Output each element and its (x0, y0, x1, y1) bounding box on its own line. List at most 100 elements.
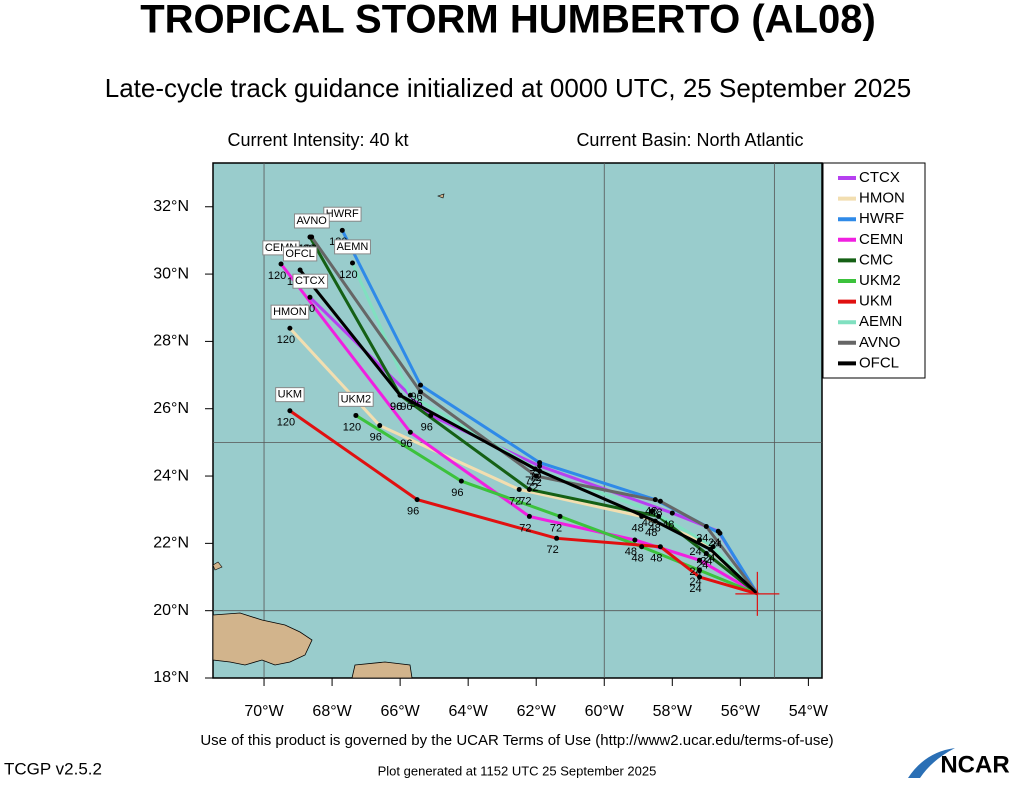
hour-label: 48 (650, 553, 662, 565)
track-point (428, 412, 434, 418)
title: TROPICAL STORM HUMBERTO (AL08) (140, 0, 876, 42)
model-label-box (282, 246, 318, 262)
x-tick-label: 58°W (653, 703, 693, 720)
track-point (639, 544, 645, 550)
track-point (353, 412, 359, 418)
legend-label: OFCL (859, 354, 899, 371)
model-label: UKM (278, 389, 302, 401)
track-point (278, 261, 284, 267)
footer: Use of this product is governed by the U… (200, 732, 833, 749)
track-line (298, 269, 759, 595)
track-point (657, 498, 663, 504)
legend-label: CEMN (859, 231, 903, 248)
plot: 24 48 72 96 120 24 48 72 96 120 24 48 72 96 120 24 48 72 9… (213, 163, 822, 678)
y-tick-label: 28°N (153, 333, 189, 350)
track-point (632, 537, 638, 543)
track-line (279, 263, 759, 596)
track-point (287, 325, 293, 331)
hour-label: 96 (451, 487, 463, 499)
hour-label: 72 (519, 495, 531, 507)
track-point (697, 557, 703, 563)
track-point (657, 544, 663, 550)
track-point (533, 473, 539, 479)
model-label: HMON (273, 306, 307, 318)
track-point (377, 423, 383, 429)
hour-label: 72 (519, 522, 531, 534)
x-tick-label: 56°W (721, 703, 761, 720)
hour-label: 96 (390, 401, 402, 413)
track-point (418, 382, 424, 388)
hour-label: 72 (547, 544, 559, 556)
legend-label: CTCX (859, 169, 900, 186)
legend-label: UKM (859, 293, 892, 310)
hour-label: 24 (696, 532, 708, 544)
y-tick-label: 22°N (153, 535, 189, 552)
hour-label: 96 (410, 398, 422, 410)
track-point (418, 389, 424, 395)
track-point (407, 429, 413, 435)
hour-label: 120 (339, 269, 357, 281)
x-tick-label: 64°W (449, 703, 489, 720)
hour-label: 24 (700, 555, 712, 567)
logo: NCAR (940, 751, 1009, 778)
legend-label: CMC (859, 251, 893, 268)
x-tick-label: 62°W (517, 703, 557, 720)
hour-label: 24 (689, 546, 701, 558)
track-point (339, 227, 345, 233)
model-label-box (270, 304, 310, 320)
x-tick-label: 54°W (789, 703, 829, 720)
hour-label: 120 (268, 270, 286, 282)
track-line (351, 262, 759, 595)
hour-label: 48 (645, 527, 657, 539)
y-tick-label: 20°N (153, 602, 189, 619)
hour-label: 48 (632, 553, 644, 565)
track-point (407, 392, 413, 398)
hour-label: 96 (400, 401, 412, 413)
hour-label: 48 (649, 522, 661, 534)
y-tick-label: 30°N (153, 265, 189, 282)
hour-label: 72 (529, 477, 541, 489)
model-label: OFCL (285, 248, 314, 260)
track-point (656, 513, 662, 519)
hour-label: 96 (407, 506, 419, 518)
hour-label: 48 (662, 519, 674, 531)
hour-label: 96 (390, 401, 402, 413)
track-point (516, 487, 522, 493)
hour-label: 96 (400, 438, 412, 450)
legend-label: UKM2 (859, 272, 901, 289)
track-point (458, 478, 464, 484)
hour-label: 48 (632, 522, 644, 534)
hour-label: 72 (550, 522, 562, 534)
track-point (287, 408, 293, 414)
model-label-box (292, 273, 329, 289)
y-tick-label: 24°N (153, 467, 189, 484)
hour-label: 72 (509, 495, 521, 507)
model-label-box (275, 387, 305, 403)
track-point (526, 513, 532, 519)
x-tick-label: 66°W (380, 703, 420, 720)
track-point (397, 392, 403, 398)
model-label-box (334, 239, 371, 255)
generated-note: Plot generated at 1152 UTC 25 September … (378, 763, 657, 778)
track-line (289, 409, 758, 596)
model-label-box (293, 213, 330, 229)
hour-label: 120 (277, 417, 295, 429)
track-point (669, 510, 675, 516)
hour-label: 24 (689, 583, 701, 595)
track-point (557, 513, 563, 519)
track-point (703, 524, 709, 530)
track-point (652, 518, 658, 524)
intensity-note: Current Intensity: 40 kt (227, 130, 408, 150)
track-point (697, 567, 703, 573)
y-tick-label: 18°N (153, 669, 189, 686)
hour-label: 120 (277, 334, 295, 346)
y-tick-label: 32°N (153, 198, 189, 215)
bermuda (437, 193, 445, 199)
track-point (707, 546, 713, 552)
track-point (307, 294, 313, 300)
track-point (652, 497, 658, 503)
hour-label: 48 (625, 546, 637, 558)
track-point (697, 574, 703, 580)
track-point (649, 508, 655, 514)
